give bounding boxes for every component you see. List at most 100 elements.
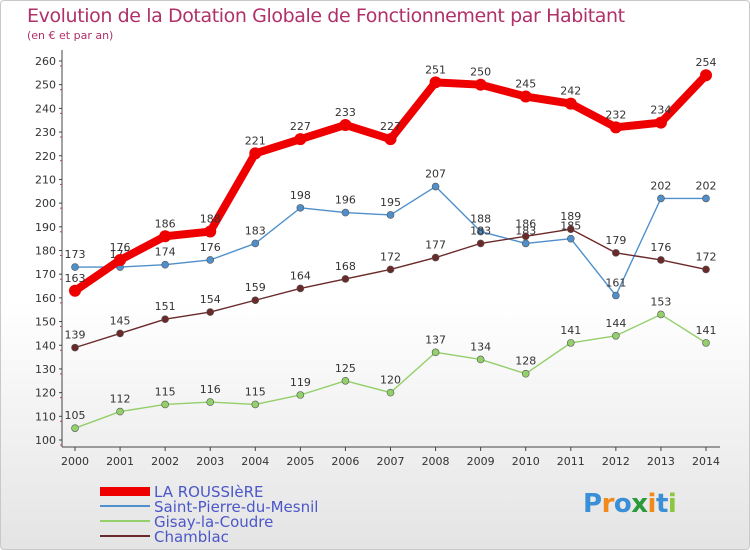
data-point — [612, 331, 620, 340]
data-label: 174 — [155, 246, 176, 259]
data-point — [431, 348, 440, 357]
logo-letter: P — [583, 489, 602, 519]
y-tick-label: 250 — [35, 79, 56, 92]
data-label: 112 — [110, 393, 131, 406]
data-label: 139 — [65, 329, 86, 342]
data-point — [657, 194, 665, 203]
data-point — [429, 76, 442, 89]
data-point — [206, 256, 215, 264]
data-point — [431, 182, 440, 191]
data-point — [386, 211, 395, 219]
x-tick-label: 2003 — [196, 455, 224, 468]
logo-letter: t — [655, 489, 668, 519]
data-point — [114, 253, 127, 266]
data-label: 119 — [290, 376, 311, 389]
data-label: 188 — [470, 213, 491, 226]
data-point — [521, 232, 530, 241]
x-tick-label: 2011 — [557, 455, 585, 468]
data-label: 154 — [200, 293, 221, 306]
data-label: 221 — [245, 134, 266, 147]
data-point — [702, 265, 710, 274]
data-point — [702, 339, 710, 347]
data-point — [71, 424, 79, 432]
data-point — [700, 69, 712, 82]
data-label: 159 — [245, 281, 266, 294]
y-tick-label: 140 — [35, 339, 56, 352]
data-label: 183 — [470, 224, 491, 237]
data-label: 116 — [200, 383, 221, 396]
x-tick-label: 2009 — [467, 455, 495, 468]
data-point — [159, 230, 172, 243]
data-point — [612, 249, 620, 257]
data-label: 168 — [335, 260, 356, 273]
data-label: 207 — [425, 168, 446, 181]
legend-swatch — [100, 535, 150, 537]
data-label: 177 — [425, 239, 446, 252]
y-tick-label: 130 — [35, 363, 56, 376]
chart-title: Evolution de la Dotation Globale de Fonc… — [27, 5, 625, 27]
data-point — [657, 256, 665, 264]
legend-label: Chamblac — [154, 528, 229, 546]
data-label: 179 — [605, 234, 626, 247]
data-label: 141 — [560, 324, 581, 337]
legend-item: Chamblac — [100, 528, 400, 546]
x-tick-label: 2001 — [106, 455, 134, 468]
legend-label: Gisay-la-Coudre — [154, 513, 274, 531]
data-point — [564, 97, 577, 110]
x-tick-label: 2007 — [377, 455, 405, 468]
data-label: 176 — [650, 241, 671, 254]
data-label: 227 — [290, 120, 311, 133]
data-point — [296, 391, 305, 399]
data-label: 233 — [335, 106, 356, 119]
data-label: 115 — [155, 385, 176, 398]
data-label: 186 — [515, 217, 536, 230]
y-tick-label: 200 — [35, 197, 56, 210]
data-point — [116, 407, 124, 416]
x-tick-label: 2010 — [512, 455, 540, 468]
data-label: 188 — [200, 213, 221, 226]
data-point — [566, 234, 575, 243]
data-point — [116, 329, 124, 338]
data-point — [702, 194, 710, 203]
series-line — [74, 313, 707, 429]
legend-swatch — [100, 486, 150, 496]
data-label: 115 — [245, 385, 266, 398]
data-point — [251, 400, 260, 409]
data-point — [566, 225, 575, 233]
data-label: 195 — [380, 196, 401, 209]
y-tick-label: 180 — [35, 245, 56, 258]
data-label: 183 — [245, 224, 266, 237]
logo-letter: x — [631, 489, 648, 519]
proxiti-logo: Proxiti — [583, 489, 677, 519]
data-point — [476, 239, 485, 248]
data-point — [431, 253, 440, 262]
data-label: 196 — [335, 194, 356, 207]
data-point — [206, 398, 215, 406]
data-point — [474, 78, 487, 91]
logo-letter: i — [647, 489, 657, 519]
legend-swatch — [100, 520, 150, 522]
data-point — [161, 400, 169, 409]
data-point — [161, 315, 169, 323]
x-tick-label: 2004 — [241, 455, 269, 468]
data-point — [566, 339, 575, 347]
data-label: 254 — [696, 56, 717, 69]
data-point — [654, 116, 667, 129]
legend-item: Gisay-la-Coudre — [100, 513, 400, 531]
data-label: 172 — [380, 250, 401, 263]
data-label: 173 — [65, 248, 86, 261]
y-tick-label: 230 — [35, 126, 56, 139]
data-label: 202 — [650, 179, 671, 192]
legend-label: Saint-Pierre-du-Mesnil — [154, 498, 319, 516]
data-label: 251 — [425, 63, 446, 76]
data-point — [612, 291, 620, 300]
data-point — [341, 208, 350, 217]
data-point — [296, 204, 305, 212]
y-tick-label: 170 — [35, 268, 56, 281]
data-point — [251, 296, 260, 305]
y-tick-label: 150 — [35, 316, 56, 329]
x-tick-label: 2012 — [602, 455, 630, 468]
y-tick-label: 160 — [35, 292, 56, 305]
data-label: 144 — [605, 317, 626, 330]
y-tick-label: 210 — [35, 173, 56, 186]
